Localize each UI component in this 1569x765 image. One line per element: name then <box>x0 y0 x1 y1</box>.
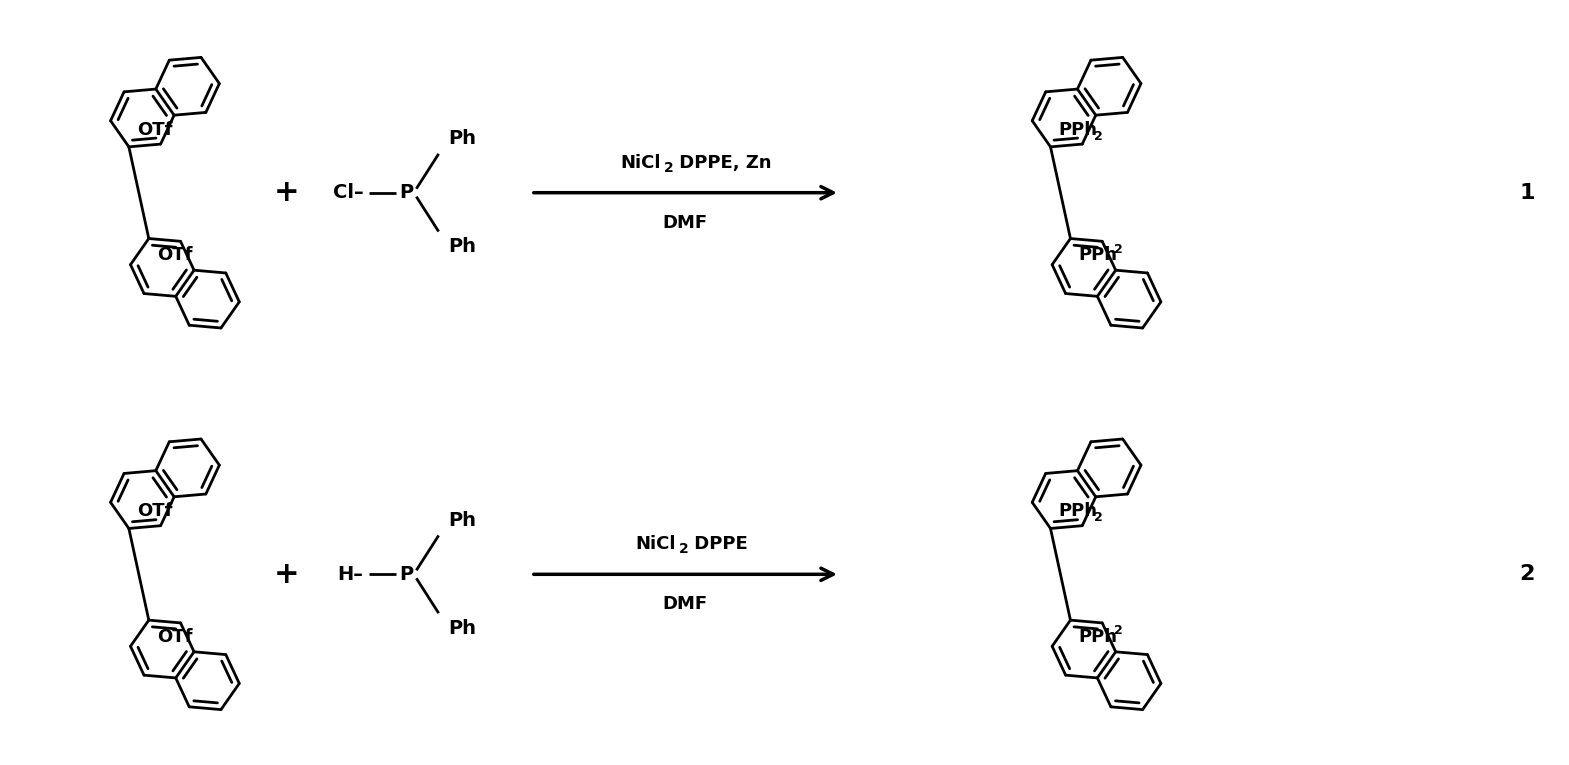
Text: Ph: Ph <box>449 511 477 530</box>
Text: 2: 2 <box>1094 130 1103 143</box>
Text: OTf: OTf <box>137 503 173 520</box>
Text: +: + <box>275 178 300 207</box>
Text: NiCl: NiCl <box>621 154 661 172</box>
Text: P: P <box>400 565 414 584</box>
Text: Cl–: Cl– <box>333 183 364 202</box>
Text: OTf: OTf <box>157 246 193 265</box>
Text: PPh: PPh <box>1059 503 1097 520</box>
Text: 1: 1 <box>1519 183 1534 203</box>
Text: 2: 2 <box>1114 624 1123 637</box>
Text: Ph: Ph <box>449 619 477 637</box>
Text: H–: H– <box>337 565 364 584</box>
Text: 2: 2 <box>1520 565 1534 584</box>
Text: DMF: DMF <box>662 213 708 232</box>
Text: PPh: PPh <box>1078 246 1117 265</box>
Text: DPPE: DPPE <box>689 536 748 553</box>
Text: OTf: OTf <box>157 628 193 646</box>
Text: OTf: OTf <box>137 121 173 139</box>
Text: DMF: DMF <box>662 595 708 614</box>
Text: NiCl: NiCl <box>635 536 676 553</box>
Text: P: P <box>400 183 414 202</box>
Text: PPh: PPh <box>1078 628 1117 646</box>
Text: +: + <box>275 560 300 589</box>
Text: DPPE, Zn: DPPE, Zn <box>673 154 772 172</box>
Text: 2: 2 <box>678 542 689 556</box>
Text: 2: 2 <box>1094 512 1103 525</box>
Text: Ph: Ph <box>449 237 477 256</box>
Text: 2: 2 <box>1114 243 1123 256</box>
Text: Ph: Ph <box>449 129 477 148</box>
Text: 2: 2 <box>664 161 673 174</box>
Text: PPh: PPh <box>1059 121 1097 139</box>
